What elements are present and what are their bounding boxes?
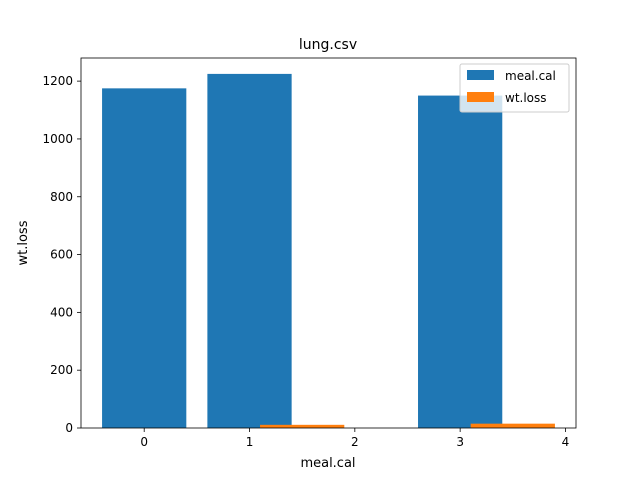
y-axis: 0 200 400 600 800 1000 1200 [42,74,81,435]
y-tick-label: 800 [50,190,73,204]
chart-title: lung.csv [299,37,357,53]
y-tick-label: 400 [50,305,73,319]
bars-group [102,73,555,428]
bar-meal-cal-0 [102,88,187,428]
bar-meal-cal-1 [207,73,292,428]
x-tick-label: 1 [246,435,254,449]
y-tick-label: 1000 [42,132,73,146]
y-tick-label: 200 [50,363,73,377]
x-axis: 0 1 2 3 4 [140,428,569,449]
bar-wt-loss-1 [470,423,555,428]
legend-label-meal-cal: meal.cal [505,69,556,83]
y-tick-label: 1200 [42,74,73,88]
y-tick-label: 0 [65,421,73,435]
y-axis-label: wt.loss [16,220,31,265]
legend-label-wt-loss: wt.loss [505,91,547,105]
x-tick-label: 2 [351,435,359,449]
legend-swatch-wt-loss [467,92,494,102]
y-tick-label: 600 [50,248,73,262]
bar-meal-cal-2 [418,95,503,428]
x-tick-label: 0 [140,435,148,449]
legend: meal.cal wt.loss [459,63,570,113]
x-tick-label: 3 [456,435,464,449]
bar-wt-loss-0 [260,424,345,428]
plot-area-frame [80,57,577,429]
x-axis-label: meal.cal [300,456,355,471]
x-tick-label: 4 [562,435,570,449]
legend-swatch-meal-cal [467,70,494,80]
